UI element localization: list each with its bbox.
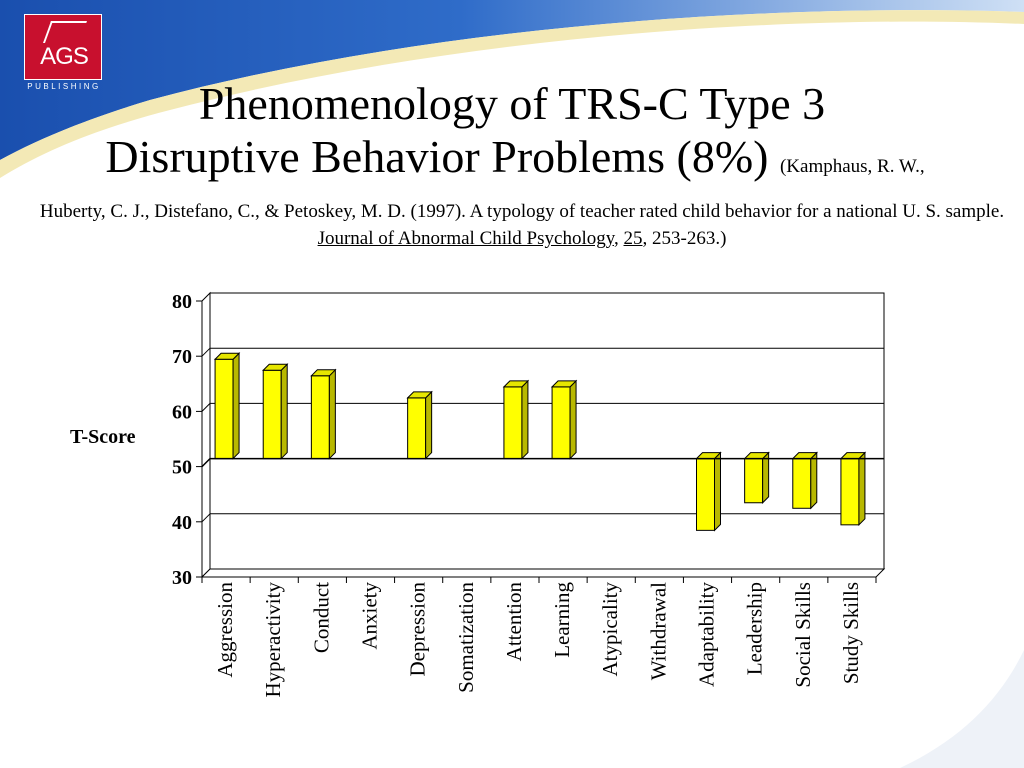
bar-front bbox=[262, 369, 282, 460]
bar-side bbox=[858, 451, 866, 527]
bar-top bbox=[406, 391, 433, 399]
citation-pages: , 253-263.) bbox=[642, 228, 727, 249]
y-tick-label: 40 bbox=[172, 512, 192, 534]
chart-grid bbox=[200, 291, 886, 579]
bar-front bbox=[310, 375, 330, 460]
plot-side-wall bbox=[201, 291, 211, 579]
x-tick-label: Atypicality bbox=[598, 582, 622, 677]
bar-top bbox=[502, 380, 530, 388]
bar-side bbox=[521, 379, 529, 460]
x-tick-label: Somatization bbox=[454, 582, 478, 693]
x-tick-label: Aggression bbox=[213, 582, 237, 678]
bar-side bbox=[714, 451, 721, 532]
plot-floor bbox=[200, 568, 886, 578]
bar-top bbox=[310, 369, 337, 377]
y-tick-label: 80 bbox=[172, 291, 192, 313]
x-tick-label: Learning bbox=[550, 582, 574, 658]
bar-front bbox=[551, 386, 571, 460]
bar-top bbox=[213, 352, 241, 360]
bar-front bbox=[792, 458, 812, 509]
x-tick-label: Attention bbox=[502, 582, 526, 662]
bar-top bbox=[550, 380, 578, 388]
bar-front bbox=[214, 358, 234, 460]
x-tick-label: Leadership bbox=[743, 582, 767, 675]
citation-separator: , bbox=[614, 228, 619, 249]
x-tick-label: Social Skills bbox=[791, 582, 815, 688]
y-tick-label: 70 bbox=[172, 346, 192, 368]
x-tick-label: Hyperactivity bbox=[261, 582, 285, 698]
bar-front bbox=[503, 386, 523, 460]
chart-bars bbox=[213, 352, 867, 532]
gridline-side bbox=[201, 347, 211, 357]
title-line-2-text: Disruptive Behavior Problems (8%) bbox=[105, 131, 769, 182]
baseline-side bbox=[201, 458, 211, 468]
citation-volume: 25 bbox=[623, 228, 643, 249]
logo-subtitle: PUBLISHING bbox=[27, 82, 101, 91]
bar-side bbox=[569, 379, 577, 460]
ags-logo: AGS bbox=[24, 14, 102, 80]
x-tick-label: Adaptability bbox=[695, 582, 719, 687]
bar-side bbox=[425, 390, 433, 460]
banner-cream-stripe bbox=[0, 10, 1024, 178]
y-tick-label: 50 bbox=[172, 457, 192, 479]
citation-open: (Kamphaus, R. W., bbox=[779, 156, 925, 177]
bar-side bbox=[232, 352, 240, 460]
bar-side bbox=[762, 451, 770, 504]
bar-side bbox=[280, 363, 288, 460]
gridline-side bbox=[201, 513, 211, 523]
title-line-1: Phenomenology of TRS-C Type 3 bbox=[198, 78, 826, 129]
bar-front bbox=[407, 397, 427, 460]
corner-shade bbox=[900, 650, 1024, 768]
y-axis-label: T-Score bbox=[70, 426, 136, 448]
x-tick-label: Depression bbox=[406, 582, 430, 677]
x-tick-label: Conduct bbox=[309, 582, 333, 653]
chart-ticks: 30 40 50 60 70 80 Aggression Hyperactivity Condu… bbox=[172, 291, 884, 697]
x-tick-label: Study Skills bbox=[839, 582, 863, 684]
citation: Huberty, C. J., Distefano, C., & Petoske… bbox=[30, 198, 1014, 252]
bar-top bbox=[262, 363, 289, 371]
bar-side bbox=[328, 368, 336, 460]
y-tick-label: 30 bbox=[172, 567, 192, 589]
banner-blue-swoosh bbox=[0, 0, 1024, 160]
citation-journal: Journal of Abnormal Child Psychology bbox=[317, 228, 614, 249]
bar-front bbox=[744, 458, 764, 504]
bar-front bbox=[840, 458, 860, 526]
slide-title: Phenomenology of TRS-C Type 3 Disruptive… bbox=[0, 78, 1024, 194]
bar-side bbox=[810, 451, 818, 510]
citation-body: Huberty, C. J., Distefano, C., & Petoske… bbox=[39, 201, 1005, 222]
x-tick-label: Anxiety bbox=[358, 582, 382, 650]
y-tick-label: 60 bbox=[172, 401, 192, 423]
bar-front bbox=[696, 458, 715, 531]
x-tick-label: Withdrawal bbox=[646, 582, 670, 680]
gridline-side bbox=[201, 403, 211, 412]
logo-text: AGS bbox=[40, 43, 89, 70]
title-line-2: Disruptive Behavior Problems (8%) (Kamph… bbox=[0, 130, 1024, 194]
